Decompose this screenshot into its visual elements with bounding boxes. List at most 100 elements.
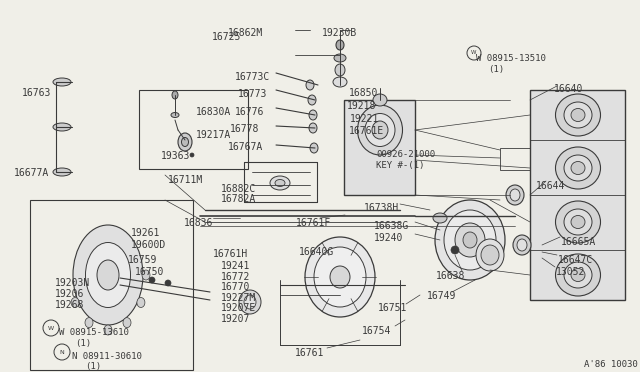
Ellipse shape: [556, 94, 600, 136]
Text: 19230B: 19230B: [322, 28, 357, 38]
Ellipse shape: [73, 225, 143, 325]
Ellipse shape: [190, 153, 194, 157]
Ellipse shape: [365, 113, 395, 147]
Bar: [500, 148, 546, 170]
Text: 16750: 16750: [135, 267, 164, 277]
Ellipse shape: [435, 200, 505, 280]
Ellipse shape: [476, 239, 504, 271]
Ellipse shape: [556, 201, 600, 243]
Text: 16770: 16770: [221, 282, 250, 292]
Text: 16647C: 16647C: [558, 255, 593, 265]
Ellipse shape: [330, 266, 350, 288]
Text: 16640G: 16640G: [299, 247, 334, 257]
Ellipse shape: [97, 260, 119, 290]
Text: 16761: 16761: [295, 348, 324, 358]
Text: KEY #-(1): KEY #-(1): [376, 161, 424, 170]
Ellipse shape: [564, 102, 592, 128]
Ellipse shape: [308, 95, 316, 105]
Ellipse shape: [314, 247, 366, 307]
Ellipse shape: [270, 176, 290, 190]
Ellipse shape: [571, 161, 585, 174]
Ellipse shape: [336, 40, 344, 50]
Ellipse shape: [305, 237, 375, 317]
Text: 16638G: 16638G: [374, 221, 409, 231]
Ellipse shape: [571, 215, 585, 228]
Ellipse shape: [444, 210, 496, 270]
Ellipse shape: [517, 239, 527, 251]
Bar: [530, 90, 625, 300]
Ellipse shape: [564, 262, 592, 288]
Text: 16759: 16759: [128, 255, 157, 265]
Text: 16751: 16751: [378, 303, 408, 313]
Text: 16773C: 16773C: [235, 72, 270, 82]
Text: 13052: 13052: [556, 267, 586, 277]
Text: 19221: 19221: [350, 114, 380, 124]
Bar: [244, 162, 317, 202]
Bar: [244, 162, 317, 202]
Text: 19207E: 19207E: [221, 303, 256, 313]
Text: 16778: 16778: [230, 124, 259, 134]
Ellipse shape: [86, 243, 131, 308]
Ellipse shape: [239, 290, 261, 314]
Text: 16638: 16638: [436, 271, 465, 281]
Text: 19600D: 19600D: [131, 240, 166, 250]
Ellipse shape: [510, 189, 520, 201]
Ellipse shape: [556, 147, 600, 189]
Ellipse shape: [358, 105, 403, 155]
Text: (1): (1): [75, 339, 91, 348]
Ellipse shape: [455, 223, 485, 257]
Text: (1): (1): [488, 65, 504, 74]
Ellipse shape: [53, 123, 71, 131]
Ellipse shape: [333, 77, 347, 87]
Text: 19268: 19268: [55, 300, 84, 310]
Text: 16850: 16850: [349, 88, 378, 98]
Ellipse shape: [178, 133, 192, 151]
Ellipse shape: [373, 94, 387, 106]
Text: 16761F: 16761F: [296, 218, 332, 228]
Ellipse shape: [309, 110, 317, 120]
Ellipse shape: [372, 121, 388, 139]
Text: 16772: 16772: [221, 272, 250, 282]
Text: 16776: 16776: [235, 107, 264, 117]
Ellipse shape: [123, 318, 131, 328]
Ellipse shape: [172, 91, 178, 99]
Ellipse shape: [310, 143, 318, 153]
Text: W: W: [48, 326, 54, 330]
Ellipse shape: [244, 295, 256, 309]
Ellipse shape: [463, 232, 477, 248]
Text: A'86 10030: A'86 10030: [584, 360, 637, 369]
Text: 16862M: 16862M: [228, 28, 263, 38]
Text: 19218: 19218: [347, 101, 376, 111]
Text: 16761E: 16761E: [349, 126, 384, 136]
Ellipse shape: [171, 112, 179, 118]
Text: 19363: 19363: [161, 151, 190, 161]
Text: 16767A: 16767A: [228, 142, 263, 152]
Text: 16725: 16725: [212, 32, 241, 42]
Ellipse shape: [506, 185, 524, 205]
Text: 16749: 16749: [427, 291, 456, 301]
Ellipse shape: [513, 235, 531, 255]
Ellipse shape: [71, 298, 79, 308]
Text: N: N: [60, 350, 65, 355]
Ellipse shape: [556, 254, 600, 296]
Ellipse shape: [481, 245, 499, 265]
Text: (1): (1): [85, 362, 101, 371]
Text: 00926-21000: 00926-21000: [376, 150, 435, 159]
Bar: [139, 90, 248, 169]
Ellipse shape: [335, 64, 345, 76]
Text: 19241: 19241: [221, 261, 250, 271]
Text: 16677A: 16677A: [14, 168, 49, 178]
Text: 16761H: 16761H: [213, 249, 248, 259]
Ellipse shape: [564, 209, 592, 235]
Text: W: W: [471, 51, 477, 55]
Ellipse shape: [571, 269, 585, 282]
Ellipse shape: [165, 280, 171, 286]
Ellipse shape: [275, 180, 285, 186]
Text: 19261: 19261: [131, 228, 161, 238]
Ellipse shape: [53, 78, 71, 86]
Ellipse shape: [142, 270, 150, 280]
Text: W 08915-13510: W 08915-13510: [476, 54, 546, 63]
Text: 16738H: 16738H: [364, 203, 399, 213]
Ellipse shape: [149, 277, 155, 283]
Ellipse shape: [137, 298, 145, 308]
